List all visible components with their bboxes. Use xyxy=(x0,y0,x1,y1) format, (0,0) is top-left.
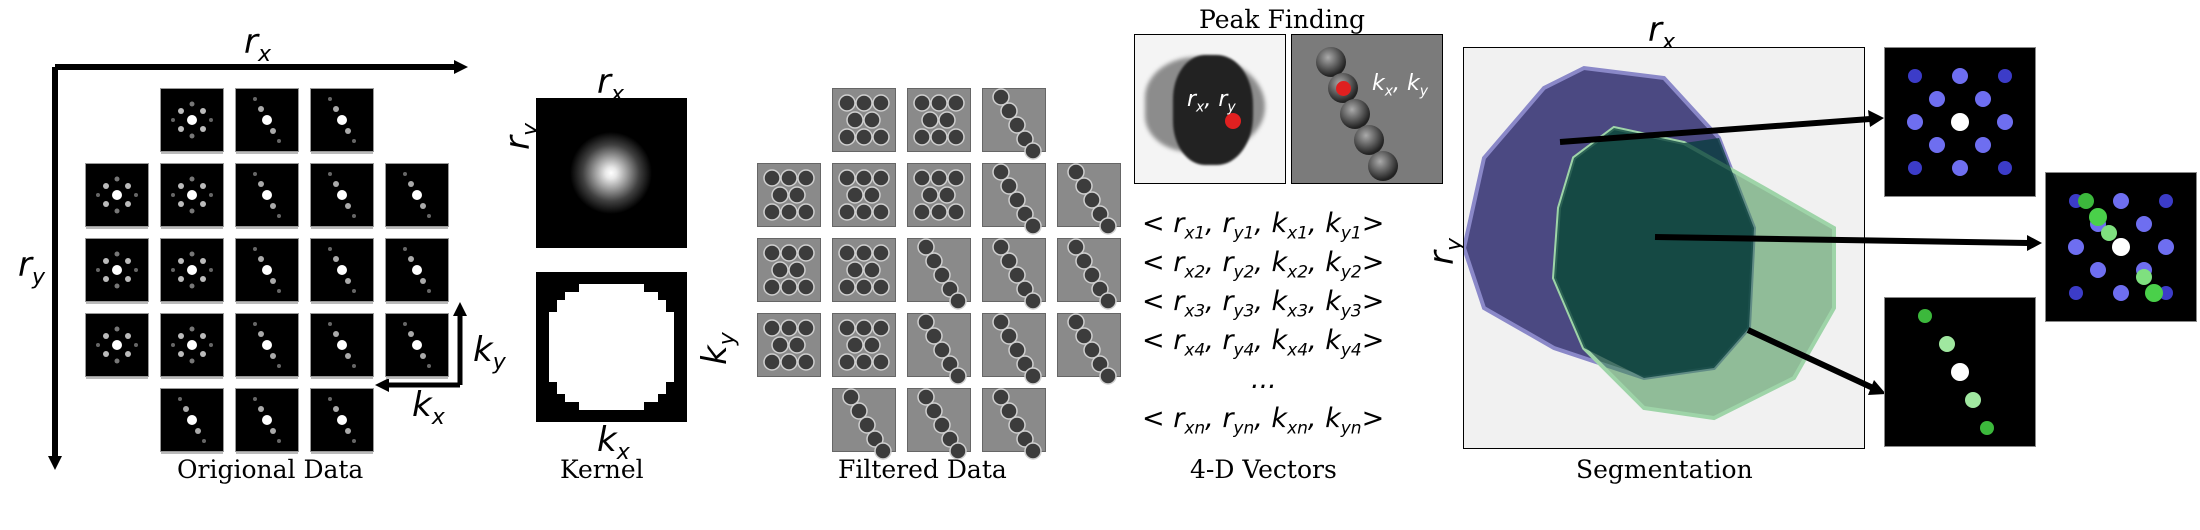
filtered-tile xyxy=(757,313,821,377)
original-tile xyxy=(160,163,224,227)
original-tile xyxy=(310,88,374,152)
filtered-tile xyxy=(982,163,1046,235)
peak-r-label: rx, ry xyxy=(1187,87,1236,116)
vector-row: < rxn, ryn, kxn, kyn> xyxy=(1142,403,1385,439)
filtered-tile xyxy=(832,88,896,152)
segmentation-map xyxy=(1463,47,1865,449)
filtered-tile xyxy=(907,388,971,460)
kernel-gaussian xyxy=(536,98,687,248)
original-axes xyxy=(48,60,468,470)
original-tile xyxy=(235,388,299,452)
peak-finding-title: Peak Finding xyxy=(1199,5,1366,34)
segmentation-ry-label: ry xyxy=(1422,237,1467,265)
original-tile xyxy=(385,313,449,377)
original-tile xyxy=(310,313,374,377)
original-tile xyxy=(235,238,299,302)
original-tile xyxy=(85,313,149,377)
segmentation-caption: Segmentation xyxy=(1576,455,1753,484)
kernel-ky-label: ky xyxy=(695,332,740,365)
kernel-caption: Kernel xyxy=(560,455,644,484)
vector-row: < rx2, ry2, kx2, ky2> xyxy=(1142,247,1385,283)
filtered-tile xyxy=(907,313,971,385)
vector-row: < rx3, ry3, kx3, ky3> xyxy=(1142,286,1385,322)
original-tile xyxy=(85,238,149,302)
original-tile xyxy=(310,388,374,452)
filtered-tile xyxy=(982,313,1046,385)
vector-row: ... xyxy=(1251,364,1277,395)
filtered-tile xyxy=(907,163,971,227)
blue-region-pattern xyxy=(1884,47,2036,197)
filtered-tile xyxy=(832,163,896,227)
peak-image-real: rx, ry xyxy=(1134,34,1286,184)
filtered-tile xyxy=(982,388,1046,460)
original-tile xyxy=(235,313,299,377)
filtered-tile xyxy=(832,238,896,302)
filtered-tile xyxy=(907,88,971,152)
filtered-tile xyxy=(982,88,1046,160)
original-tile xyxy=(310,163,374,227)
original-tile xyxy=(85,163,149,227)
peak-k-label: kx, ky xyxy=(1372,71,1429,100)
original-rx-label: rx xyxy=(244,22,272,67)
original-tile xyxy=(235,88,299,152)
filtered-tile xyxy=(757,163,821,227)
peak-image-reciprocal: kx, ky xyxy=(1291,34,1443,184)
filtered-tile xyxy=(1057,163,1121,235)
original-tile xyxy=(160,313,224,377)
mixed-region-pattern xyxy=(2045,172,2197,322)
original-ry-label: ry xyxy=(18,245,46,290)
filtered-tile xyxy=(1057,313,1121,385)
original-tile xyxy=(160,388,224,452)
filtered-tile xyxy=(1057,238,1121,310)
original-tile xyxy=(160,238,224,302)
filtered-tile xyxy=(907,238,971,310)
filtered-tile xyxy=(757,238,821,302)
kernel-mask xyxy=(536,272,687,422)
filtered-caption: Filtered Data xyxy=(838,455,1007,484)
filtered-tile xyxy=(832,388,896,460)
vector-row: < rx4, ry4, kx4, ky4> xyxy=(1142,325,1385,361)
filtered-tile xyxy=(982,238,1046,310)
original-tile xyxy=(310,238,374,302)
vectors-caption: 4-D Vectors xyxy=(1190,455,1337,484)
green-region-pattern xyxy=(1884,297,2036,447)
original-tile xyxy=(160,88,224,152)
filtered-tile xyxy=(832,313,896,377)
vector-row: < rx1, ry1, kx1, ky1> xyxy=(1142,208,1385,244)
original-caption: Origional Data xyxy=(177,455,364,484)
original-tile xyxy=(385,238,449,302)
original-ky-label: ky xyxy=(473,330,506,375)
original-tile xyxy=(235,163,299,227)
original-tile xyxy=(385,163,449,227)
kernel-kx-label: kx xyxy=(597,420,630,465)
original-kx-label: kx xyxy=(412,385,445,430)
